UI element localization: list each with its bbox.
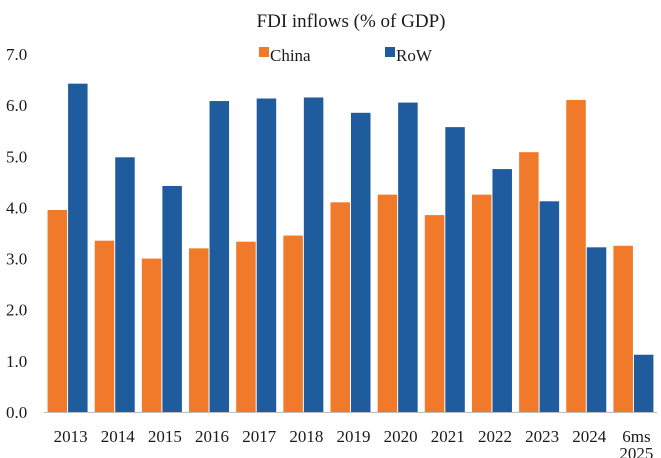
bar-row (68, 83, 88, 413)
bar-china (377, 194, 398, 412)
y-tick-label: 6.0 (6, 96, 27, 115)
bar-row (633, 354, 654, 412)
x-tick-label: 2018 (289, 427, 323, 446)
y-axis: 0.0 1.0 2.0 3.0 4.0 5.0 6.0 7.0 (6, 45, 27, 422)
y-tick-label: 2.0 (6, 301, 27, 320)
legend: China RoW (259, 46, 433, 65)
x-tick-label: 2022 (478, 427, 512, 446)
y-tick-label: 7.0 (6, 45, 27, 64)
bar-china (519, 152, 539, 413)
legend-label-row: RoW (396, 46, 433, 65)
y-tick-label: 4.0 (6, 198, 27, 217)
bar-china (47, 209, 68, 412)
bar-row (256, 98, 277, 412)
bar-row (398, 102, 418, 412)
bar-row (162, 185, 182, 412)
x-tick-label: 2017 (242, 427, 277, 446)
x-tick-label: 2021 (431, 427, 465, 446)
legend-label-china: China (270, 46, 311, 65)
x-tick-label: 2013 (54, 427, 88, 446)
x-tick-label: 2023 (525, 427, 559, 446)
bar-china (330, 202, 350, 412)
bar-china (566, 100, 586, 413)
bar-china (471, 194, 492, 412)
bar-china (613, 245, 633, 412)
bar-row (539, 201, 560, 412)
x-tick-label: 2014 (101, 427, 136, 446)
y-tick-label: 0.0 (6, 403, 27, 422)
bar-china (94, 240, 115, 412)
bar-china (141, 258, 162, 412)
bar-china (283, 235, 303, 412)
y-tick-label: 5.0 (6, 147, 27, 166)
legend-swatch-row (385, 47, 395, 57)
bar-row (351, 112, 371, 413)
legend-swatch-china (259, 47, 269, 57)
x-axis: 2013 2014 2015 2016 2017 2018 2019 2020 2021 2022… (44, 412, 657, 458)
bar-china (236, 241, 256, 412)
x-tick-label: 2019 (337, 427, 371, 446)
bar-row (115, 157, 135, 412)
x-tick-label: 6ms (622, 427, 650, 446)
x-tick-label: 2016 (195, 427, 229, 446)
y-tick-label: 1.0 (6, 352, 27, 371)
x-tick-label: 2024 (572, 427, 607, 446)
bars (47, 83, 654, 413)
x-tick-label: 2015 (148, 427, 182, 446)
bar-row (586, 247, 607, 412)
bar-row (445, 127, 465, 413)
bar-row (303, 97, 324, 412)
y-tick-label: 3.0 (6, 250, 27, 269)
x-tick-label: 2020 (384, 427, 418, 446)
bar-row (209, 101, 230, 413)
bar-china (189, 248, 209, 412)
bar-china (424, 215, 445, 412)
chart-title: FDI inflows (% of GDP) (257, 11, 446, 32)
bar-row (492, 169, 512, 412)
x-tick-label: 2025 (619, 444, 653, 458)
